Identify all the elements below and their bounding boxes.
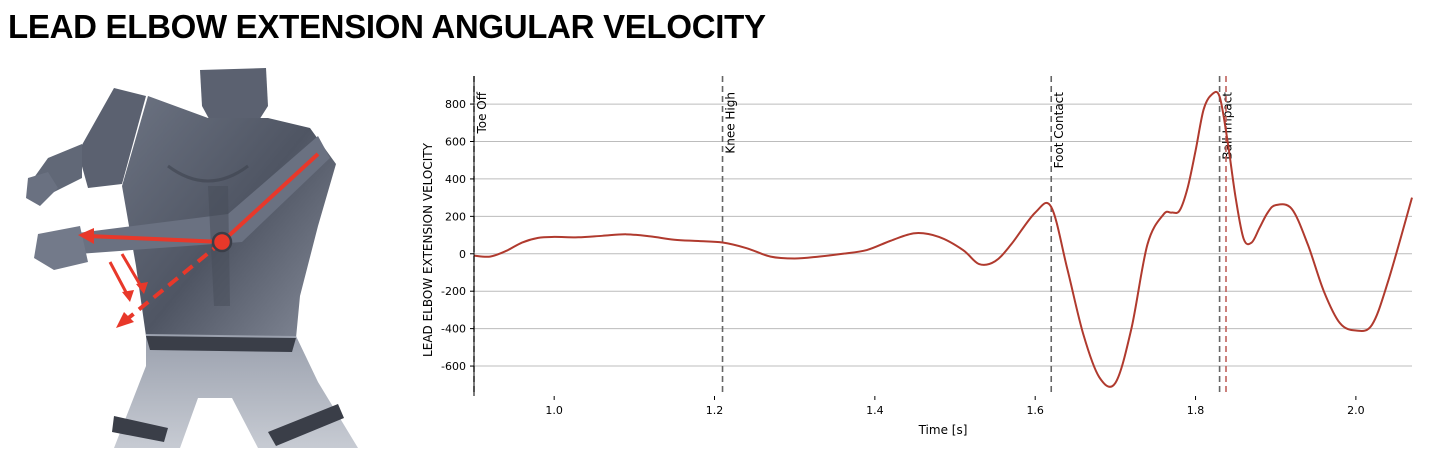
y-tick-label: 600 bbox=[445, 135, 466, 148]
y-tick-label: 0 bbox=[459, 248, 466, 261]
event-label: Ball Impact bbox=[1221, 92, 1235, 160]
x-tick-label: 1.2 bbox=[706, 404, 724, 417]
athlete-torso-elbow-extension-illustration bbox=[26, 68, 358, 448]
y-tick-label: 400 bbox=[445, 173, 466, 186]
y-tick-label: -600 bbox=[441, 360, 466, 373]
axis-layer: 800 600 400 200 0 -200 -400 -600 1.0 1.2 1.4 1.6 1.8… bbox=[441, 76, 1365, 417]
x-tick-label: 1.0 bbox=[545, 404, 563, 417]
event-label: Knee High bbox=[724, 92, 738, 154]
x-tick-label: 1.4 bbox=[866, 404, 884, 417]
x-tick-label: 2.0 bbox=[1347, 404, 1365, 417]
y-axis-label: LEAD ELBOW EXTENSION VELOCITY bbox=[421, 142, 435, 357]
series-layer bbox=[473, 90, 1413, 388]
y-tick-label: -200 bbox=[441, 285, 466, 298]
page-title: LEAD ELBOW EXTENSION ANGULAR VELOCITY bbox=[8, 8, 766, 45]
x-axis-label: Time [s] bbox=[918, 423, 968, 437]
event-label: Foot Contact bbox=[1052, 92, 1066, 169]
x-tick-label: 1.6 bbox=[1026, 404, 1044, 417]
elbow-velocity-chart: Toe Off Knee High Foot Contact Ball Impact … bbox=[421, 76, 1413, 437]
event-label: Toe Off bbox=[475, 91, 489, 134]
y-tick-label: 800 bbox=[445, 98, 466, 111]
event-layer: Toe Off Knee High Foot Contact Ball Impact bbox=[473, 76, 1235, 396]
athlete-body bbox=[26, 68, 358, 448]
series-line bbox=[473, 90, 1413, 388]
x-tick-label: 1.8 bbox=[1187, 404, 1205, 417]
elbow-extension-vectors bbox=[78, 152, 320, 328]
y-tick-label: 200 bbox=[445, 210, 466, 223]
y-tick-label: -400 bbox=[441, 323, 466, 336]
grid-layer bbox=[474, 103, 1412, 367]
